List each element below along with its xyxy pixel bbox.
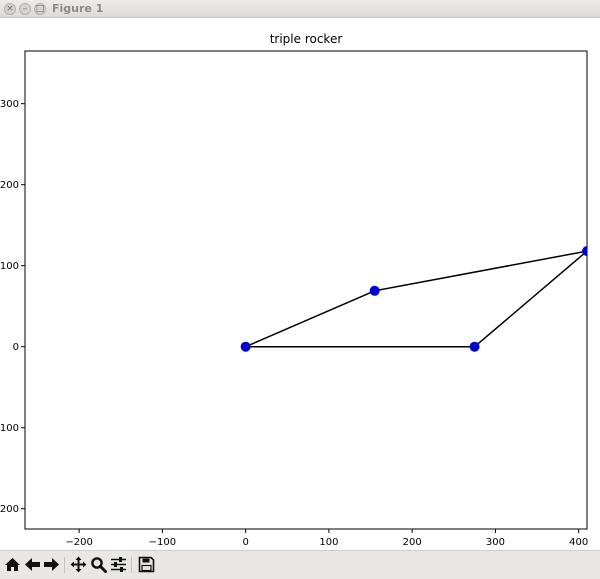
toolbar-separator xyxy=(64,557,65,573)
window-title: Figure 1 xyxy=(52,2,104,15)
sliders-icon xyxy=(111,557,126,572)
x-tick-label: −100 xyxy=(149,537,176,548)
linkage-bar xyxy=(374,250,587,292)
window-titlebar: × – □ Figure 1 xyxy=(0,0,600,18)
x-tick-label: 0 xyxy=(242,537,248,548)
x-tick-label: 300 xyxy=(486,537,505,548)
x-tick-label: 400 xyxy=(569,537,588,548)
maximize-icon: □ xyxy=(35,4,45,14)
close-window-button[interactable]: × xyxy=(4,3,16,15)
linkage-bar xyxy=(245,290,375,348)
x-tick-label: 100 xyxy=(319,537,338,548)
joint-marker xyxy=(240,341,251,352)
arrow-right-icon xyxy=(44,558,59,571)
home-icon xyxy=(5,558,20,571)
close-icon: × xyxy=(6,4,14,14)
forward-button[interactable] xyxy=(43,556,60,573)
zoom-button[interactable] xyxy=(90,556,107,573)
y-tick-label: 200 xyxy=(0,504,19,515)
x-tick-label: −200 xyxy=(65,537,92,548)
toolbar-separator xyxy=(131,557,132,573)
plot-svg: triple rocker −200 −100 0 100 200 300 400 200 100… xyxy=(0,32,588,548)
maximize-window-button[interactable]: □ xyxy=(34,3,46,15)
joint-marker xyxy=(469,341,480,352)
back-button[interactable] xyxy=(24,556,41,573)
joint-marker xyxy=(369,285,380,296)
y-tick-label: 200 xyxy=(0,180,19,191)
y-tick-label: 100 xyxy=(0,261,19,272)
save-button[interactable] xyxy=(138,556,155,573)
navigation-toolbar xyxy=(0,550,600,579)
y-tick-label: 0 xyxy=(13,342,19,353)
figure-canvas[interactable]: triple rocker −200 −100 0 100 200 300 400 200 100… xyxy=(0,18,600,550)
move-icon xyxy=(70,556,87,573)
minimize-icon: – xyxy=(22,4,28,14)
arrow-left-icon xyxy=(25,558,40,571)
magnifier-icon xyxy=(91,557,107,573)
linkage-bar xyxy=(474,250,587,348)
y-tick-label: 100 xyxy=(0,423,19,434)
minimize-window-button[interactable]: – xyxy=(19,3,31,15)
pan-button[interactable] xyxy=(70,556,87,573)
joint-marker xyxy=(582,246,587,257)
axes-frame xyxy=(24,50,588,530)
y-tick-label: 300 xyxy=(0,99,19,110)
x-tick-label: 200 xyxy=(403,537,422,548)
home-button[interactable] xyxy=(4,556,21,573)
configure-subplots-button[interactable] xyxy=(110,556,127,573)
floppy-icon xyxy=(138,556,155,573)
chart-title: triple rocker xyxy=(270,32,343,46)
